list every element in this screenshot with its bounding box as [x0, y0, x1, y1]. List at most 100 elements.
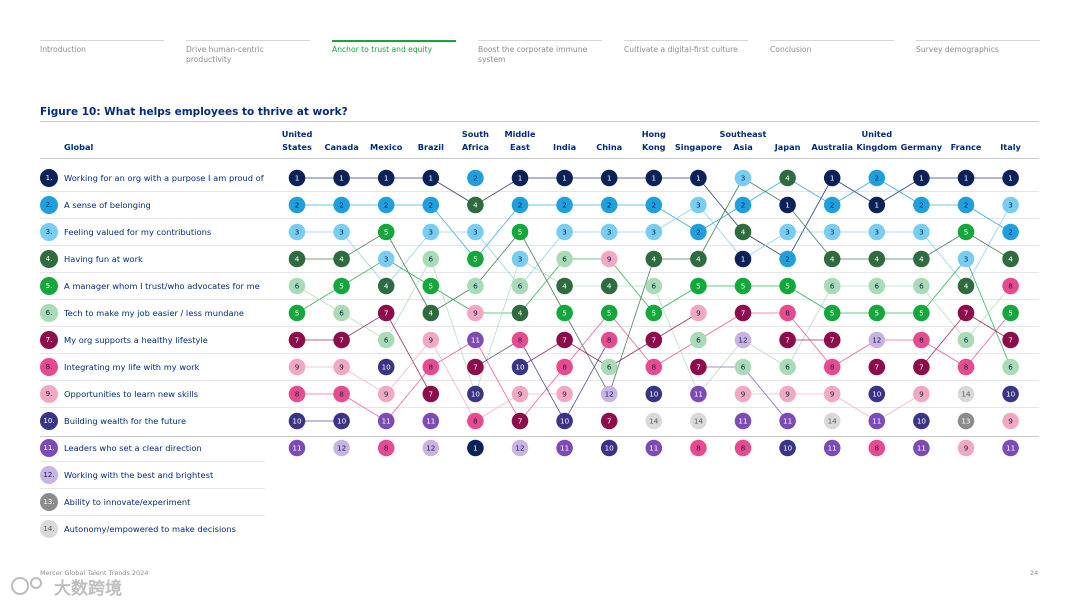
column-header-southeast-asia: Southeast Asia — [719, 129, 767, 152]
nav-tab-productivity[interactable]: Drive human-centric productivity — [186, 40, 310, 65]
rank-value: 1 — [696, 174, 701, 183]
rank-dot — [734, 169, 752, 187]
rank-dot — [511, 385, 529, 403]
nav-tab-demographics[interactable]: Survey demographics — [916, 40, 1040, 55]
row-separator — [40, 461, 265, 462]
rank-value: 9 — [473, 309, 478, 318]
nav-tab-introduction[interactable]: Introduction — [40, 40, 164, 55]
rank-dot — [511, 439, 529, 457]
rank-dot — [600, 196, 618, 214]
rank-dot — [422, 196, 440, 214]
rank-connector — [698, 204, 744, 260]
rank-value: 7 — [473, 363, 478, 372]
rank-value: 8 — [785, 309, 790, 318]
rank-dot — [1002, 304, 1019, 322]
rank-value: 11 — [292, 444, 301, 453]
watermark-logo: 大数跨境 — [11, 577, 122, 599]
rank-dot — [1002, 250, 1019, 268]
rank-connector — [519, 231, 565, 287]
rank-dot — [957, 250, 975, 268]
rank-value: 4 — [429, 309, 434, 318]
rank-dot — [288, 331, 306, 349]
rank-value: 10 — [1006, 390, 1016, 399]
nav-tab-immune-system[interactable]: Boost the corporate immune system — [478, 40, 602, 65]
rank-value: 9 — [339, 363, 344, 372]
rank-value: 12 — [426, 444, 435, 453]
rank-dot — [1002, 196, 1019, 214]
nav-tab-digital-first[interactable]: Cultivate a digital-first culture — [624, 40, 748, 55]
factor-rank-badge: 14. — [40, 520, 58, 538]
rank-dot — [511, 304, 529, 322]
rank-dot — [467, 196, 484, 214]
rank-value: 10 — [560, 417, 570, 426]
rank-value: 10 — [382, 363, 392, 372]
rank-connector — [296, 285, 342, 314]
rank-value: 7 — [785, 336, 790, 345]
rank-value: 2 — [295, 201, 300, 210]
rank-dot — [556, 331, 573, 349]
footer-text: Mercer Global Talent Trends 2024 — [40, 569, 149, 577]
rank-dot — [377, 196, 395, 214]
rank-connector — [787, 204, 833, 260]
nav-tab-conclusion[interactable]: Conclusion — [770, 40, 894, 55]
rank-value: 3 — [473, 228, 478, 237]
rank-value: 8 — [473, 417, 478, 426]
row-separator — [40, 515, 265, 516]
rank-trace-factor-8 — [297, 312, 1011, 422]
column-header-singapore: Singapore — [674, 142, 722, 152]
rank-dot — [823, 385, 841, 403]
rank-dot — [734, 358, 752, 376]
rank-dot — [779, 439, 796, 457]
rank-value: 8 — [339, 390, 344, 399]
factor-rank-badge: 3. — [40, 223, 58, 241]
rank-dot — [690, 223, 707, 241]
rank-value: 1 — [562, 174, 567, 183]
rank-dot — [1002, 358, 1019, 376]
rank-value: 5 — [295, 309, 300, 318]
rank-dot — [600, 439, 618, 457]
rank-value: 11 — [649, 444, 658, 453]
rank-value: 5 — [696, 282, 701, 291]
rank-value: 1 — [741, 255, 746, 264]
nav-tab-trust-equity[interactable]: Anchor to trust and equity — [332, 40, 456, 55]
rank-connector — [653, 285, 699, 314]
rank-value: 1 — [295, 174, 300, 183]
global-column-header: Global — [64, 142, 94, 152]
rank-value: 8 — [518, 336, 523, 345]
rank-value: 7 — [562, 336, 567, 345]
header-top-rule — [40, 121, 1039, 122]
rank-value: 1 — [875, 201, 880, 210]
rank-dot — [467, 277, 484, 295]
rank-dot — [690, 385, 707, 403]
rank-connector — [341, 231, 387, 260]
rank-value: 8 — [295, 390, 300, 399]
rank-dot — [868, 277, 886, 295]
rank-dot — [288, 385, 306, 403]
column-header-south-africa: South Africa — [461, 129, 489, 152]
rank-value: 11 — [471, 336, 480, 345]
factor-label: Having fun at work — [64, 254, 143, 264]
rank-value: 7 — [652, 336, 657, 345]
rank-dot — [600, 277, 618, 295]
rank-connector — [965, 312, 1011, 368]
rank-dot — [422, 412, 440, 430]
rank-value: 3 — [830, 228, 835, 237]
rank-dot — [422, 304, 440, 322]
rank-connector — [341, 312, 387, 341]
rank-dot — [779, 412, 796, 430]
rank-dot — [823, 250, 841, 268]
rank-value: 7 — [875, 363, 880, 372]
rank-value: 9 — [830, 390, 835, 399]
rank-connector — [965, 285, 1011, 341]
rank-dot — [913, 331, 930, 349]
rank-dot — [333, 169, 350, 187]
factor-label: Working for an org with a purpose I am p… — [64, 173, 264, 183]
rank-value: 4 — [830, 255, 835, 264]
rank-dot — [288, 304, 306, 322]
rank-value: 9 — [964, 444, 969, 453]
rank-value: 8 — [652, 363, 657, 372]
rank-dot — [511, 412, 529, 430]
column-header-canada: Canada — [324, 142, 359, 152]
section-nav: Introduction Drive human-centric product… — [40, 40, 1040, 70]
rank-connector — [608, 312, 655, 368]
